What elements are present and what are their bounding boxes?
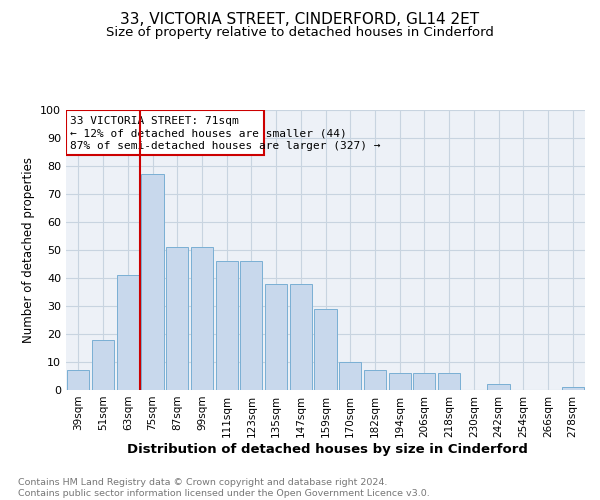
Text: 33, VICTORIA STREET, CINDERFORD, GL14 2ET: 33, VICTORIA STREET, CINDERFORD, GL14 2E…: [121, 12, 479, 28]
Text: ← 12% of detached houses are smaller (44): ← 12% of detached houses are smaller (44…: [70, 128, 347, 138]
Bar: [67, 370, 89, 390]
Text: Contains HM Land Registry data © Crown copyright and database right 2024.
Contai: Contains HM Land Registry data © Crown c…: [18, 478, 430, 498]
Text: Size of property relative to detached houses in Cinderford: Size of property relative to detached ho…: [106, 26, 494, 39]
Bar: [67, 110, 264, 155]
Bar: [215, 261, 238, 390]
Bar: [166, 247, 188, 390]
Bar: [92, 340, 114, 390]
Bar: [116, 275, 139, 390]
Text: 33 VICTORIA STREET: 71sqm: 33 VICTORIA STREET: 71sqm: [70, 116, 239, 126]
Bar: [290, 284, 312, 390]
Bar: [265, 284, 287, 390]
Bar: [191, 247, 213, 390]
Bar: [314, 309, 337, 390]
Bar: [413, 373, 436, 390]
Bar: [240, 261, 262, 390]
Bar: [142, 174, 164, 390]
Bar: [562, 387, 584, 390]
Text: Distribution of detached houses by size in Cinderford: Distribution of detached houses by size …: [127, 442, 527, 456]
Y-axis label: Number of detached properties: Number of detached properties: [22, 157, 35, 343]
Text: 87% of semi-detached houses are larger (327) →: 87% of semi-detached houses are larger (…: [70, 141, 381, 151]
Bar: [364, 370, 386, 390]
Bar: [487, 384, 509, 390]
Bar: [438, 373, 460, 390]
Bar: [389, 373, 411, 390]
Bar: [339, 362, 361, 390]
